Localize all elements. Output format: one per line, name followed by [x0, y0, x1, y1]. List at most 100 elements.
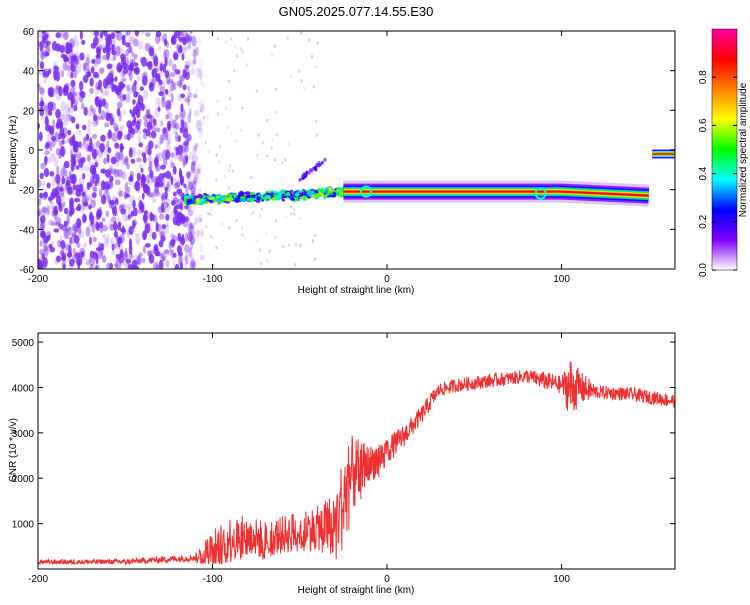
- noise-blob: [175, 131, 178, 143]
- noise-blob: [142, 133, 147, 140]
- noise-blob: [137, 135, 142, 143]
- noise-blob: [104, 122, 110, 128]
- signal-chaotic-segment: [182, 185, 356, 207]
- noise-blob: [62, 111, 68, 122]
- noise-blob: [41, 31, 47, 35]
- noise-blob: [58, 186, 64, 192]
- spectrogram-xlabel: Height of straight line (km): [298, 285, 415, 296]
- noise-blob: [91, 222, 96, 233]
- noise-blob: [148, 117, 153, 125]
- noise-blob: [40, 215, 46, 224]
- signal-blob: [264, 194, 272, 200]
- noise-blob: [127, 129, 131, 137]
- noise-blob: [67, 249, 73, 259]
- noise-blob: [55, 255, 62, 263]
- noise-blob: [78, 158, 84, 168]
- noise-blob: [162, 130, 166, 141]
- noise-blob: [100, 168, 107, 174]
- noise-blob: [100, 134, 106, 142]
- noise-blob: [164, 186, 169, 192]
- noise-blob: [126, 31, 131, 36]
- noise-blob: [75, 188, 80, 194]
- noise-blob: [178, 125, 182, 133]
- noise-blob: [153, 56, 159, 67]
- noise-blob: [68, 106, 75, 114]
- noise-blob: [136, 120, 141, 130]
- noise-blob: [103, 44, 108, 50]
- noise-blob: [52, 65, 57, 74]
- noise-blob: [78, 62, 82, 69]
- noise-blob: [60, 240, 66, 250]
- noise-blob: [96, 251, 103, 259]
- noise-blob: [188, 151, 194, 160]
- noise-blob: [165, 69, 171, 74]
- noise-blob: [55, 147, 61, 156]
- noise-blob: [178, 111, 184, 120]
- noise-blob: [112, 115, 116, 125]
- noise-blob: [170, 93, 174, 103]
- noise-blob: [47, 234, 51, 241]
- noise-blob: [58, 199, 61, 209]
- noise-blob: [185, 136, 189, 146]
- noise-blob: [74, 90, 81, 101]
- noise-blob: [142, 245, 147, 254]
- noise-blob: [168, 99, 172, 110]
- noise-blob: [62, 31, 69, 41]
- noise-blob: [188, 251, 195, 260]
- noise-blob: [89, 164, 96, 175]
- noise-blob: [148, 131, 152, 138]
- noise-blob: [117, 188, 122, 198]
- noise-blob: [99, 96, 103, 108]
- noise-blob: [145, 243, 151, 248]
- noise-blob: [161, 257, 165, 262]
- noise-blob: [129, 170, 134, 180]
- noise-speck: [312, 85, 315, 89]
- noise-blob: [67, 106, 71, 117]
- noise-speck: [204, 141, 207, 145]
- noise-blob: [101, 90, 108, 97]
- noise-speck: [271, 138, 274, 142]
- noise-blob: [98, 67, 105, 75]
- noise-blob: [193, 44, 198, 52]
- noise-blob: [101, 233, 107, 239]
- noise-speck: [300, 31, 302, 35]
- noise-blob: [76, 242, 81, 248]
- noise-blob: [46, 205, 50, 216]
- noise-blob: [103, 237, 109, 248]
- noise-blob: [107, 129, 112, 139]
- noise-blob: [194, 235, 199, 242]
- noise-blob: [180, 118, 185, 129]
- noise-blob: [147, 155, 151, 162]
- noise-blob: [99, 142, 105, 153]
- noise-speck: [236, 54, 239, 58]
- noise-blob: [82, 124, 87, 131]
- noise-blob: [39, 106, 45, 117]
- noise-blob: [42, 50, 48, 59]
- noise-blob: [154, 156, 159, 168]
- noise-blob: [85, 258, 91, 266]
- noise-speck: [275, 88, 278, 92]
- noise-blob: [179, 201, 184, 212]
- noise-blob: [143, 210, 149, 215]
- noise-blob: [43, 167, 50, 178]
- noise-blob: [161, 97, 166, 108]
- noise-blob: [49, 201, 55, 210]
- noise-blob: [158, 192, 162, 198]
- noise-speck: [209, 208, 212, 212]
- noise-blob: [165, 41, 170, 48]
- noise-blob: [99, 221, 104, 229]
- noise-blob: [117, 221, 122, 227]
- noise-blob: [81, 196, 88, 205]
- noise-blob: [110, 56, 114, 62]
- noise-blob: [85, 53, 90, 60]
- noise-blob: [61, 176, 66, 185]
- noise-blob: [81, 39, 86, 45]
- noise-blob: [158, 91, 164, 96]
- noise-blob: [199, 254, 204, 261]
- noise-blob: [69, 206, 75, 215]
- noise-blob: [173, 182, 180, 189]
- noise-blob: [69, 86, 76, 97]
- noise-blob: [49, 140, 53, 152]
- noise-blob: [177, 232, 182, 242]
- noise-blob: [158, 152, 164, 162]
